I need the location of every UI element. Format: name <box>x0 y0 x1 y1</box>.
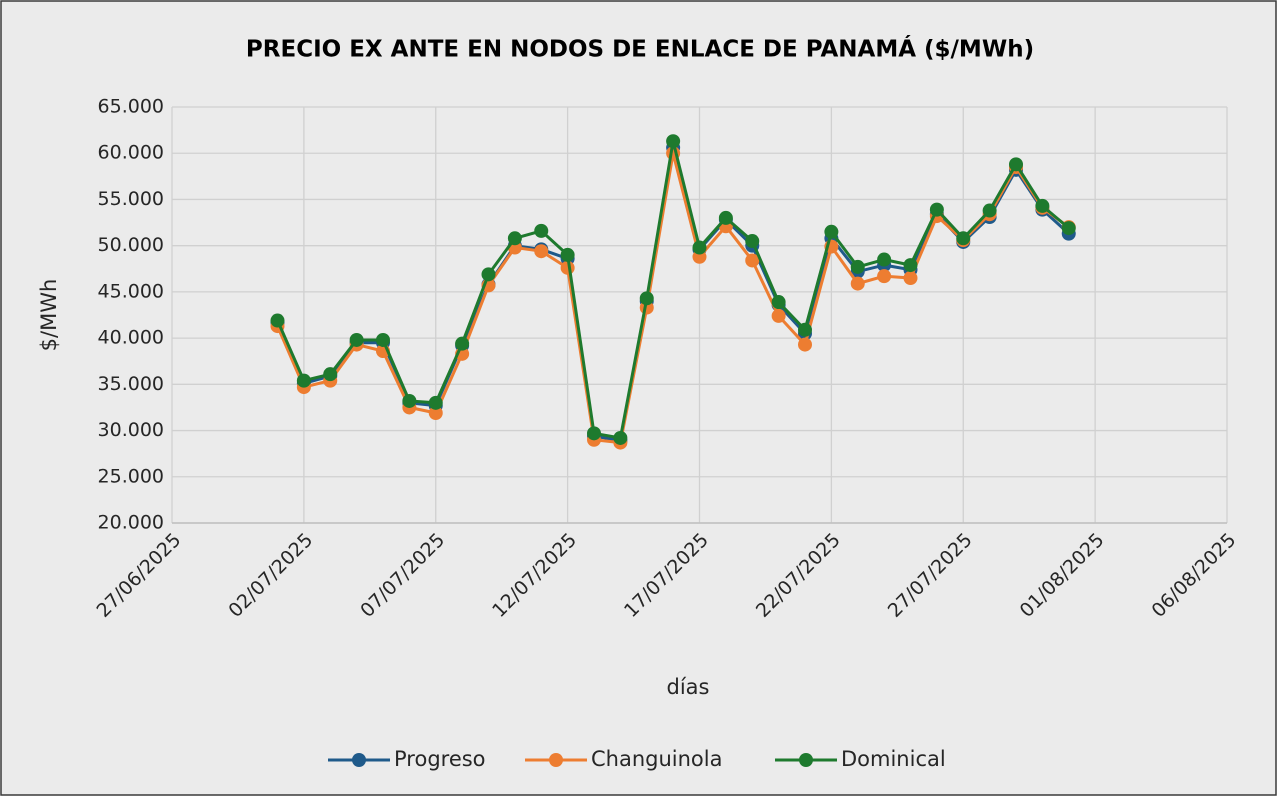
legend-label: Dominical <box>841 747 946 771</box>
y-tick-label: 50.000 <box>98 234 164 256</box>
data-point <box>349 332 364 347</box>
data-point <box>560 247 575 262</box>
data-point <box>1035 198 1050 213</box>
data-point <box>824 224 839 239</box>
data-point <box>798 322 812 337</box>
data-point <box>455 336 470 351</box>
y-tick-label: 65.000 <box>98 96 164 118</box>
data-point <box>376 332 390 347</box>
legend-label: Changuinola <box>591 747 723 771</box>
data-point <box>903 271 918 286</box>
data-point <box>850 276 865 291</box>
data-point <box>771 295 786 310</box>
data-point <box>745 253 760 268</box>
data-point <box>692 240 707 255</box>
data-point <box>745 234 760 249</box>
chart-title: PRECIO EX ANTE EN NODOS DE ENLACE DE PAN… <box>246 35 1034 63</box>
y-tick-label: 40.000 <box>98 327 164 349</box>
legend-marker <box>352 753 366 767</box>
data-point <box>929 202 944 217</box>
data-point <box>534 244 549 259</box>
legend-label: Progreso <box>394 747 486 771</box>
data-point <box>771 308 786 323</box>
data-point <box>982 203 997 218</box>
data-point <box>323 367 338 382</box>
data-point <box>850 259 865 274</box>
legend-marker <box>549 753 563 767</box>
y-tick-label: 35.000 <box>98 373 164 395</box>
data-point <box>877 269 892 284</box>
data-point <box>718 210 733 225</box>
data-point <box>428 395 443 410</box>
y-tick-label: 30.000 <box>98 419 164 441</box>
data-point <box>402 393 417 408</box>
data-point <box>534 223 549 238</box>
data-point <box>270 313 285 328</box>
data-point <box>877 252 892 267</box>
data-point <box>666 134 681 149</box>
y-tick-label: 20.000 <box>98 512 164 534</box>
data-point <box>507 231 522 246</box>
legend-marker <box>799 753 813 767</box>
x-axis-label: días <box>667 675 710 699</box>
data-point <box>481 267 496 282</box>
y-tick-label: 55.000 <box>98 188 164 210</box>
data-point <box>1009 157 1023 172</box>
data-point <box>296 373 311 388</box>
y-tick-label: 25.000 <box>98 465 164 487</box>
data-point <box>956 231 971 246</box>
data-point <box>613 430 628 445</box>
data-point <box>903 258 918 273</box>
data-point <box>798 337 812 352</box>
data-point <box>639 291 654 306</box>
data-point <box>587 426 601 441</box>
data-point <box>428 405 443 420</box>
y-tick-label: 60.000 <box>98 142 164 164</box>
y-tick-label: 45.000 <box>98 280 164 302</box>
data-point <box>1061 221 1076 236</box>
y-axis-label: $/MWh <box>37 279 61 352</box>
